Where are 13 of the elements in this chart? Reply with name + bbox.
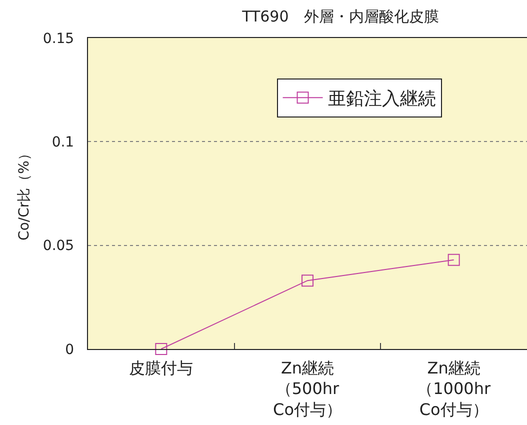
y-tick-label: 0.15 xyxy=(42,30,74,47)
y-tick-label: 0.05 xyxy=(42,238,74,254)
legend-label: 亜鉛注入継続 xyxy=(328,88,436,110)
point xyxy=(448,254,460,266)
x-tick-label: Zn継続（1000hrCo付与） xyxy=(417,358,491,419)
y-tick-label: 0.1 xyxy=(52,134,74,151)
x-tick-label: 皮膜付与 xyxy=(129,358,194,378)
point xyxy=(302,274,314,287)
y-tick-label: 0 xyxy=(65,342,74,358)
x-tick-label: Zn継続（500hrCo付与） xyxy=(273,358,342,419)
point xyxy=(155,343,168,355)
chart-title: TT690 外層・内層酸化皮膜 xyxy=(241,7,439,26)
y-axis-title: Co/Cr比（%） xyxy=(16,146,33,240)
